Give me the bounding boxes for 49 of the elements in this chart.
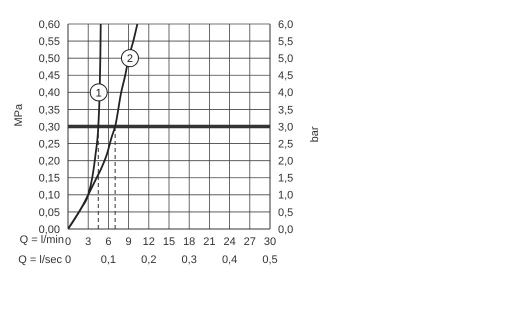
- y2-tick-label: 0,0: [278, 224, 294, 236]
- x-tick-label: 15: [162, 236, 176, 248]
- y2-tick-label: 2,0: [278, 156, 294, 168]
- y-tick-label: 0,00: [38, 224, 60, 236]
- annotation: 1: [96, 87, 102, 100]
- y-tick-label: 0,05: [38, 206, 60, 219]
- x-tick-label: 18: [183, 236, 196, 248]
- x-axis-title: Q = l/min: [20, 234, 64, 246]
- y-tick-label: 0,10: [38, 190, 60, 202]
- y2-tick-label: 3,0: [278, 121, 294, 134]
- y2-tick-label: 0,5: [278, 206, 294, 219]
- x-tick-label: 3: [85, 236, 92, 248]
- y-tick-label: 0,45: [38, 70, 60, 82]
- y2-tick-label: 1,5: [278, 172, 294, 185]
- x2-tick-label: 0,5: [262, 254, 278, 266]
- y-tick-label: 0,35: [38, 104, 60, 116]
- y2-tick-label: 3,5: [278, 104, 294, 116]
- y-tick-label: 0,50: [38, 53, 60, 66]
- x2-tick-label: 0,1: [100, 254, 116, 266]
- x-tick-label: 30: [264, 236, 276, 248]
- y2-tick-label: 5,0: [278, 53, 294, 66]
- x-tick-label: 0: [64, 236, 72, 248]
- y2-tick-label: 5,5: [278, 36, 294, 48]
- x2-tick-label: 0,2: [141, 254, 156, 266]
- y-tick-label: 0,15: [38, 172, 60, 185]
- y-axis-title: MPa: [12, 103, 25, 126]
- x-tick-label: 12: [142, 236, 155, 248]
- x-tick-label: 27: [244, 236, 256, 248]
- x2-tick-label: 0: [64, 254, 72, 266]
- y-tick-label: 0,20: [38, 156, 60, 168]
- y-tick-label: 0,30: [38, 121, 60, 134]
- y2-tick-label: 4,0: [278, 87, 294, 100]
- y2-tick-label: 4,5: [278, 70, 294, 82]
- y-tick-label: 0,40: [38, 87, 60, 100]
- x2-axis-title: Q = l/sec: [18, 254, 62, 266]
- y2-axis-title: bar: [308, 126, 321, 142]
- x2-tick-label: 0,3: [182, 254, 197, 266]
- y2-tick-label: 2,5: [278, 138, 294, 150]
- y-tick-label: 0,25: [38, 138, 60, 150]
- annotation: 2: [126, 53, 134, 66]
- x-tick-label: 9: [126, 236, 132, 248]
- x-tick-label: 21: [203, 236, 216, 248]
- y2-tick-label: 6,0: [278, 18, 294, 31]
- x-tick-label: 24: [223, 236, 236, 248]
- x2-tick-label: 0,4: [222, 254, 238, 266]
- y-tick-label: 0,60: [38, 18, 60, 31]
- x-tick-label: 6: [105, 236, 112, 248]
- y2-tick-label: 1,0: [278, 190, 294, 202]
- y-tick-label: 0,55: [38, 36, 60, 48]
